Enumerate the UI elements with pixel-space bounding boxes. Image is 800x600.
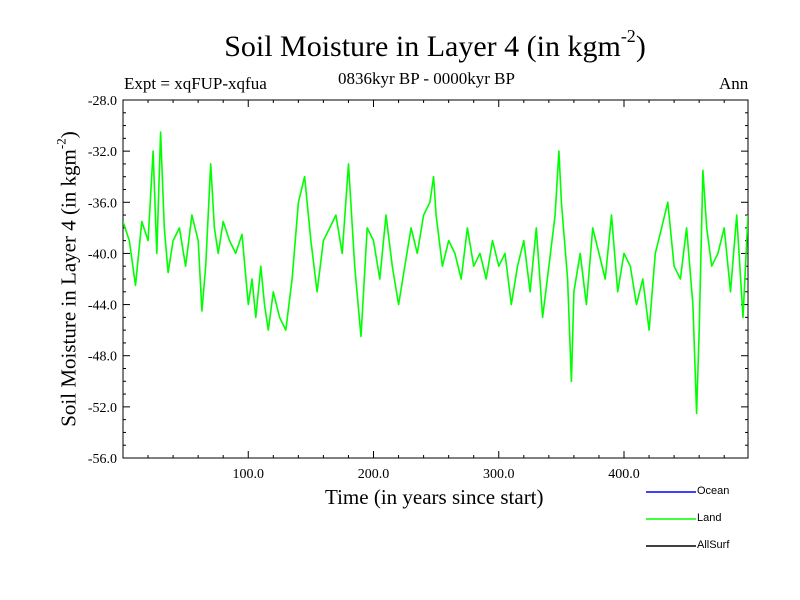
legend-label-ocean: Ocean <box>697 485 730 497</box>
x-tick-label: 300.0 <box>483 467 515 482</box>
x-tick-label: 200.0 <box>358 467 390 482</box>
period-label: 0836kyr BP - 0000kyr BP <box>338 69 515 88</box>
y-tick-label: -44.0 <box>88 299 117 314</box>
experiment-label: Expt = xqFUP-xqfua <box>124 74 267 93</box>
x-axis-label: Time (in years since start) <box>325 485 544 509</box>
x-tick-label: 400.0 <box>608 467 640 482</box>
season-label: Ann <box>719 74 749 93</box>
chart-title: Soil Moisture in Layer 4 (in kgm-2) <box>224 26 646 63</box>
legend <box>646 491 696 547</box>
y-tick-label: -48.0 <box>88 350 117 365</box>
x-tick-label: 100.0 <box>233 467 265 482</box>
y-tick-label: -56.0 <box>88 452 117 467</box>
legend-label-allsurf: AllSurf <box>697 539 730 551</box>
series-layer <box>123 131 748 415</box>
y-tick-label: -28.0 <box>88 94 117 109</box>
y-tick-label: -40.0 <box>88 247 117 262</box>
series-line-land <box>123 131 748 415</box>
legend-label-land: Land <box>697 512 722 524</box>
axis-ticks: -28.0 -32.0 -36.0 -40.0 -44.0 -48.0 -52.0 -56.0… <box>88 94 748 482</box>
plot-frame <box>122 99 749 459</box>
y-tick-label: -32.0 <box>88 145 117 160</box>
y-tick-label: -36.0 <box>88 196 117 211</box>
y-tick-label: -52.0 <box>88 401 117 416</box>
